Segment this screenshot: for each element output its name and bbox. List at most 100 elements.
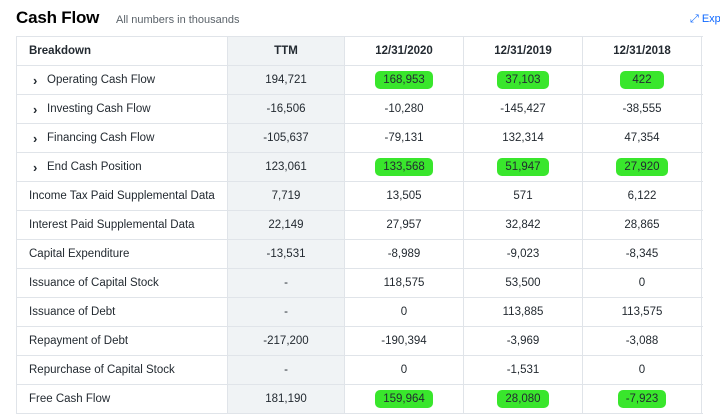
cell-2019: 132,314 <box>464 124 583 152</box>
cell-ttm: -13,531 <box>227 240 345 268</box>
cell-value: -1,531 <box>506 364 540 376</box>
table-row: Repayment of Debt -217,200 -190,394 -3,969 -… <box>17 327 703 356</box>
highlighted-value: 159,964 <box>377 392 431 406</box>
cell-2020: 0 <box>345 356 464 384</box>
cell-2018: 6,122 <box>583 182 702 210</box>
cell-value: -8,345 <box>625 248 659 260</box>
cell-value: -16,506 <box>266 103 306 115</box>
row-label: End Cash Position <box>47 161 142 173</box>
row-label: Interest Paid Supplemental Data <box>29 219 195 231</box>
cell-2019: 113,885 <box>464 298 583 326</box>
row-label-cell: Issuance of Capital Stock <box>17 269 227 297</box>
cell-2018: -3,088 <box>583 327 702 355</box>
cell-value: 0 <box>638 364 646 376</box>
cell-value: -13,531 <box>266 248 306 260</box>
row-label-cell: Repurchase of Capital Stock <box>17 356 227 384</box>
cell-value: 571 <box>513 190 533 202</box>
chevron-right-icon[interactable]: › <box>33 72 38 88</box>
cell-value: 113,885 <box>502 306 544 318</box>
section-header: Cash Flow All numbers in thousands ⤢ Exp <box>16 6 720 34</box>
cell-ttm: - <box>227 298 345 326</box>
table-row[interactable]: › End Cash Position 123,061 133,568 51,947 27… <box>17 153 703 182</box>
row-label: Capital Expenditure <box>29 248 130 260</box>
cell-value: 6,122 <box>627 190 657 202</box>
row-label: Financing Cash Flow <box>47 132 155 144</box>
row-label-cell: Interest Paid Supplemental Data <box>17 211 227 239</box>
cell-2019: 32,842 <box>464 211 583 239</box>
row-label: Free Cash Flow <box>29 393 111 405</box>
cell-value: 22,149 <box>268 219 304 231</box>
cell-value: 194,721 <box>265 74 307 86</box>
cell-ttm: 123,061 <box>227 153 345 181</box>
highlighted-value: -7,923 <box>619 392 665 406</box>
highlighted-value: 37,103 <box>499 73 547 87</box>
cell-2020: -8,989 <box>345 240 464 268</box>
cell-value: -9,023 <box>506 248 540 260</box>
cell-value: -3,969 <box>506 335 540 347</box>
cell-ttm: 22,149 <box>227 211 345 239</box>
highlighted-value: 422 <box>622 73 662 87</box>
expand-all-label: Exp <box>701 13 720 25</box>
cell-ttm: 181,190 <box>227 385 345 413</box>
cell-2020: 118,575 <box>345 269 464 297</box>
page-title: Cash Flow <box>16 8 100 27</box>
column-header-2018: 12/31/2018 <box>583 37 702 65</box>
cell-ttm: -16,506 <box>227 95 345 123</box>
row-label-cell[interactable]: › Operating Cash Flow <box>17 66 227 94</box>
cell-2020: -79,131 <box>345 124 464 152</box>
cell-2018: 422 <box>583 66 702 94</box>
column-header-breakdown: Breakdown <box>29 45 91 57</box>
cell-value: 0 <box>400 306 408 318</box>
row-label: Issuance of Capital Stock <box>29 277 159 289</box>
cell-value: -10,280 <box>384 103 424 115</box>
cell-2018: 47,354 <box>583 124 702 152</box>
table-row: Issuance of Debt - 0 113,885 113,575 <box>17 298 703 327</box>
chevron-right-icon[interactable]: › <box>33 101 38 117</box>
row-label: Operating Cash Flow <box>47 74 156 86</box>
cell-value: 13,505 <box>386 190 422 202</box>
cell-value: 28,865 <box>624 219 660 231</box>
cell-value: 7,719 <box>271 190 301 202</box>
table-row: Free Cash Flow 181,190 159,964 28,080 -7,923 <box>17 385 703 414</box>
highlighted-value: 168,953 <box>377 73 431 87</box>
cell-2018: 113,575 <box>583 298 702 326</box>
column-header-2019: 12/31/2019 <box>464 37 583 65</box>
table-row[interactable]: › Investing Cash Flow -16,506 -10,280 -145,4… <box>17 95 703 124</box>
chevron-right-icon[interactable]: › <box>33 130 38 146</box>
cell-value: - <box>284 277 288 289</box>
row-label-cell[interactable]: › End Cash Position <box>17 153 227 181</box>
row-label-cell[interactable]: › Investing Cash Flow <box>17 95 227 123</box>
cell-value: 181,190 <box>265 393 307 405</box>
table-body: › Operating Cash Flow 194,721 168,953 37,103… <box>17 66 703 414</box>
table-row: Interest Paid Supplemental Data 22,149 27,… <box>17 211 703 240</box>
cell-ttm: 194,721 <box>227 66 345 94</box>
cell-2020: 159,964 <box>345 385 464 413</box>
table-row[interactable]: › Operating Cash Flow 194,721 168,953 37,103… <box>17 66 703 95</box>
cell-value: -145,427 <box>500 103 546 115</box>
cell-value: - <box>284 364 288 376</box>
column-header-2020: 12/31/2020 <box>345 37 464 65</box>
cell-value: - <box>284 306 288 318</box>
cell-2018: 28,865 <box>583 211 702 239</box>
cell-2018: -7,923 <box>583 385 702 413</box>
cell-value: -190,394 <box>381 335 427 347</box>
cell-2019: 53,500 <box>464 269 583 297</box>
chevron-right-icon[interactable]: › <box>33 159 38 175</box>
highlighted-value: 28,080 <box>499 392 547 406</box>
highlighted-value: 27,920 <box>618 160 666 174</box>
row-label: Repurchase of Capital Stock <box>29 364 175 376</box>
table-row[interactable]: › Financing Cash Flow -105,637 -79,131 132,3… <box>17 124 703 153</box>
row-label-cell[interactable]: › Financing Cash Flow <box>17 124 227 152</box>
cell-value: 47,354 <box>624 132 660 144</box>
expand-all-link[interactable]: ⤢ Exp <box>690 13 720 26</box>
cell-2018: -8,345 <box>583 240 702 268</box>
cell-2020: 27,957 <box>345 211 464 239</box>
cell-2018: 0 <box>583 356 702 384</box>
cell-2019: 51,947 <box>464 153 583 181</box>
cell-2019: -145,427 <box>464 95 583 123</box>
cell-2019: -1,531 <box>464 356 583 384</box>
cell-value: -8,989 <box>387 248 421 260</box>
highlighted-value: 51,947 <box>499 160 547 174</box>
cell-value: 0 <box>638 277 646 289</box>
row-label-cell: Capital Expenditure <box>17 240 227 268</box>
